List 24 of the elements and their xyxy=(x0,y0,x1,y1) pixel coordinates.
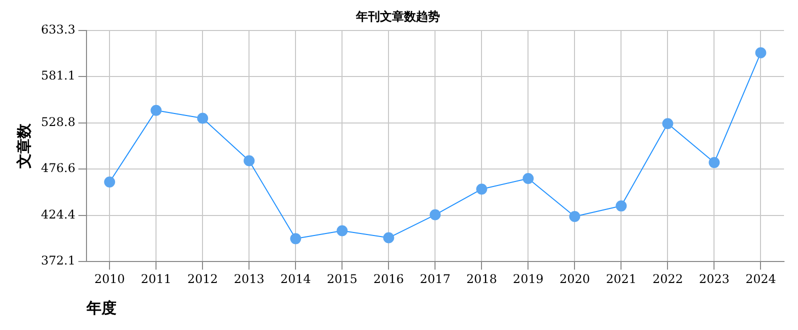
x-tick-label: 2017 xyxy=(420,272,450,286)
y-axis-title: 文章数 xyxy=(14,122,33,170)
x-axis-title: 年度 xyxy=(85,298,116,317)
x-tick-label: 2012 xyxy=(187,272,218,286)
y-tick-label: 581.1 xyxy=(40,68,76,83)
x-tick-label: 2022 xyxy=(652,272,683,286)
y-tick-label: 633.3 xyxy=(40,22,76,37)
y-tick-label: 476.6 xyxy=(40,161,76,176)
x-tick-label: 2020 xyxy=(559,272,590,286)
x-tick-label: 2019 xyxy=(512,272,544,286)
y-tick-label: 528.8 xyxy=(40,115,76,130)
x-tick-label: 2021 xyxy=(606,272,636,286)
x-tick-label: 2024 xyxy=(745,272,776,286)
x-tick-label: 2023 xyxy=(698,272,730,286)
x-tick-label: 2014 xyxy=(280,272,312,286)
x-tick-label: 2015 xyxy=(326,272,358,286)
y-tick-label: 424.4 xyxy=(40,207,76,222)
x-tick-label: 2010 xyxy=(94,272,125,286)
x-tick-label: 2018 xyxy=(466,272,497,286)
x-tick-label: 2016 xyxy=(373,272,404,286)
x-tick-label: 2013 xyxy=(234,272,264,286)
y-tick-label: 372.1 xyxy=(40,254,76,268)
chart-title: 年刊文章数趋势 xyxy=(355,9,440,24)
x-tick-label: 2011 xyxy=(140,272,172,286)
